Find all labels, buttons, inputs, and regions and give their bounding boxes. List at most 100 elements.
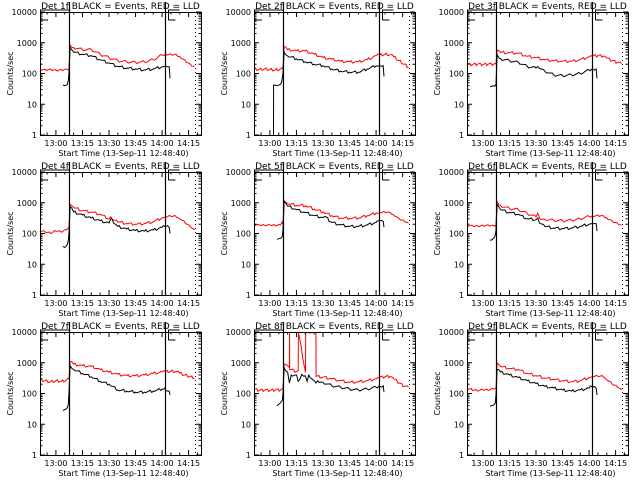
x-tick-label: 13:15 [498, 139, 521, 148]
series-lld-line [467, 199, 622, 228]
plot-frame [40, 172, 202, 296]
y-tick-label: 100 [449, 230, 464, 239]
x-tick-label: 13:30 [524, 139, 547, 148]
y-tick-label: 1000 [17, 199, 37, 208]
x-tick-label: 13:30 [97, 299, 120, 308]
series-events-line [489, 369, 598, 407]
x-tick-label: 13:00 [44, 459, 67, 468]
y-tick-label: 1 [246, 451, 251, 460]
x-tick-label: 13:45 [551, 299, 574, 308]
y-tick-label: 1 [32, 131, 37, 140]
interval-bracket [382, 9, 394, 20]
x-tick-label: 14:15 [391, 459, 414, 468]
y-tick-label: 1 [32, 291, 37, 300]
y-axis-title: Counts/sec [433, 371, 442, 415]
x-tick-label: 13:30 [97, 459, 120, 468]
y-tick-label: 1000 [17, 39, 37, 48]
x-tick-label: 13:00 [44, 299, 67, 308]
panel-title: Det 2f BLACK = Events, RED = LLD [255, 2, 414, 12]
series-lld-line [254, 332, 409, 393]
y-tick-label: 10 [241, 260, 251, 269]
panel-title: Det 4f BLACK = Events, RED = LLD [41, 162, 200, 172]
interval-bracket [595, 329, 607, 340]
x-tick-label: 13:00 [471, 139, 494, 148]
y-tick-label: 1000 [444, 199, 464, 208]
y-axis-title: Counts/sec [6, 371, 15, 415]
y-tick-label: 10000 [12, 328, 37, 337]
y-tick-label: 100 [449, 390, 464, 399]
x-tick-label: 13:45 [124, 139, 147, 148]
series-lld-line [467, 361, 622, 392]
x-tick-label: 14:00 [151, 139, 174, 148]
series-events-line [273, 50, 385, 135]
interval-bracket [168, 169, 180, 180]
y-tick-label: 10 [454, 100, 464, 109]
x-tick-label: 13:15 [71, 139, 94, 148]
x-tick-label: 13:15 [71, 459, 94, 468]
x-axis-title: Start Time (13-Sep-11 12:48:40) [485, 469, 615, 478]
x-tick-label: 14:15 [391, 139, 414, 148]
panel-det-7: 1 10 100 1000 10000 13:00 13:15 13:30 13:45 14:00… [6, 322, 202, 478]
plot-frame [254, 172, 416, 296]
panel-title: Det 1f BLACK = Events, RED = LLD [41, 2, 200, 12]
panel-det-8: 1 10 100 1000 10000 13:00 13:15 13:30 13:45 14:00… [220, 322, 416, 478]
x-tick-label: 13:00 [258, 299, 281, 308]
panel-title: Det 6f BLACK = Events, RED = LLD [468, 162, 627, 172]
x-axis-title: Start Time (13-Sep-11 12:48:40) [58, 149, 188, 158]
x-tick-label: 14:15 [604, 139, 627, 148]
y-tick-label: 1 [459, 131, 464, 140]
y-tick-label: 10000 [439, 8, 464, 17]
panel-title: Det 5f BLACK = Events, RED = LLD [255, 162, 414, 172]
y-tick-label: 10000 [226, 8, 251, 17]
y-tick-label: 10000 [226, 168, 251, 177]
x-tick-label: 14:15 [391, 299, 414, 308]
x-tick-label: 13:45 [124, 459, 147, 468]
series-events-line [489, 202, 598, 241]
interval-bracket [382, 329, 394, 340]
y-tick-label: 100 [236, 390, 251, 399]
x-tick-label: 14:00 [151, 459, 174, 468]
x-tick-label: 13:30 [97, 139, 120, 148]
x-tick-label: 13:00 [258, 459, 281, 468]
y-tick-label: 1000 [231, 199, 251, 208]
x-tick-label: 13:15 [285, 299, 308, 308]
series-events-line [276, 200, 385, 240]
y-tick-label: 100 [22, 70, 37, 79]
panel-title: Det 3f BLACK = Events, RED = LLD [468, 2, 627, 12]
x-axis-title: Start Time (13-Sep-11 12:48:40) [485, 149, 615, 158]
y-tick-label: 10 [27, 420, 37, 429]
x-tick-label: 14:00 [578, 459, 601, 468]
series-events-line [62, 205, 171, 249]
x-tick-label: 13:45 [551, 139, 574, 148]
interval-bracket [168, 329, 180, 340]
x-tick-label: 13:45 [338, 459, 361, 468]
y-axis-title: Counts/sec [220, 51, 229, 95]
panel-title: Det 9f BLACK = Events, RED = LLD [468, 322, 627, 332]
series-events-line [490, 54, 598, 87]
interval-bracket [168, 9, 180, 20]
x-tick-label: 13:30 [524, 459, 547, 468]
y-axis-title: Counts/sec [6, 51, 15, 95]
x-tick-label: 14:00 [578, 139, 601, 148]
x-tick-label: 13:00 [258, 139, 281, 148]
panel-det-2: 1 10 100 1000 10000 13:00 13:15 13:30 13:45 14:00… [220, 2, 416, 158]
x-tick-label: 14:00 [365, 459, 388, 468]
y-tick-label: 1000 [444, 39, 464, 48]
x-tick-label: 14:15 [604, 299, 627, 308]
x-tick-label: 13:00 [44, 139, 67, 148]
y-tick-label: 100 [22, 230, 37, 239]
y-tick-label: 100 [22, 390, 37, 399]
y-tick-label: 10000 [439, 168, 464, 177]
y-tick-label: 1 [32, 451, 37, 460]
y-axis-title: Counts/sec [220, 211, 229, 255]
x-tick-label: 14:00 [365, 139, 388, 148]
y-tick-label: 1 [459, 451, 464, 460]
series-lld-line [254, 198, 409, 227]
series-lld-line [40, 360, 195, 384]
panel-title: Det 8f BLACK = Events, RED = LLD [255, 322, 414, 332]
x-tick-label: 13:15 [71, 299, 94, 308]
x-tick-label: 13:30 [524, 299, 547, 308]
y-tick-label: 10000 [12, 8, 37, 17]
y-tick-label: 1 [246, 131, 251, 140]
y-tick-label: 10000 [226, 328, 251, 337]
